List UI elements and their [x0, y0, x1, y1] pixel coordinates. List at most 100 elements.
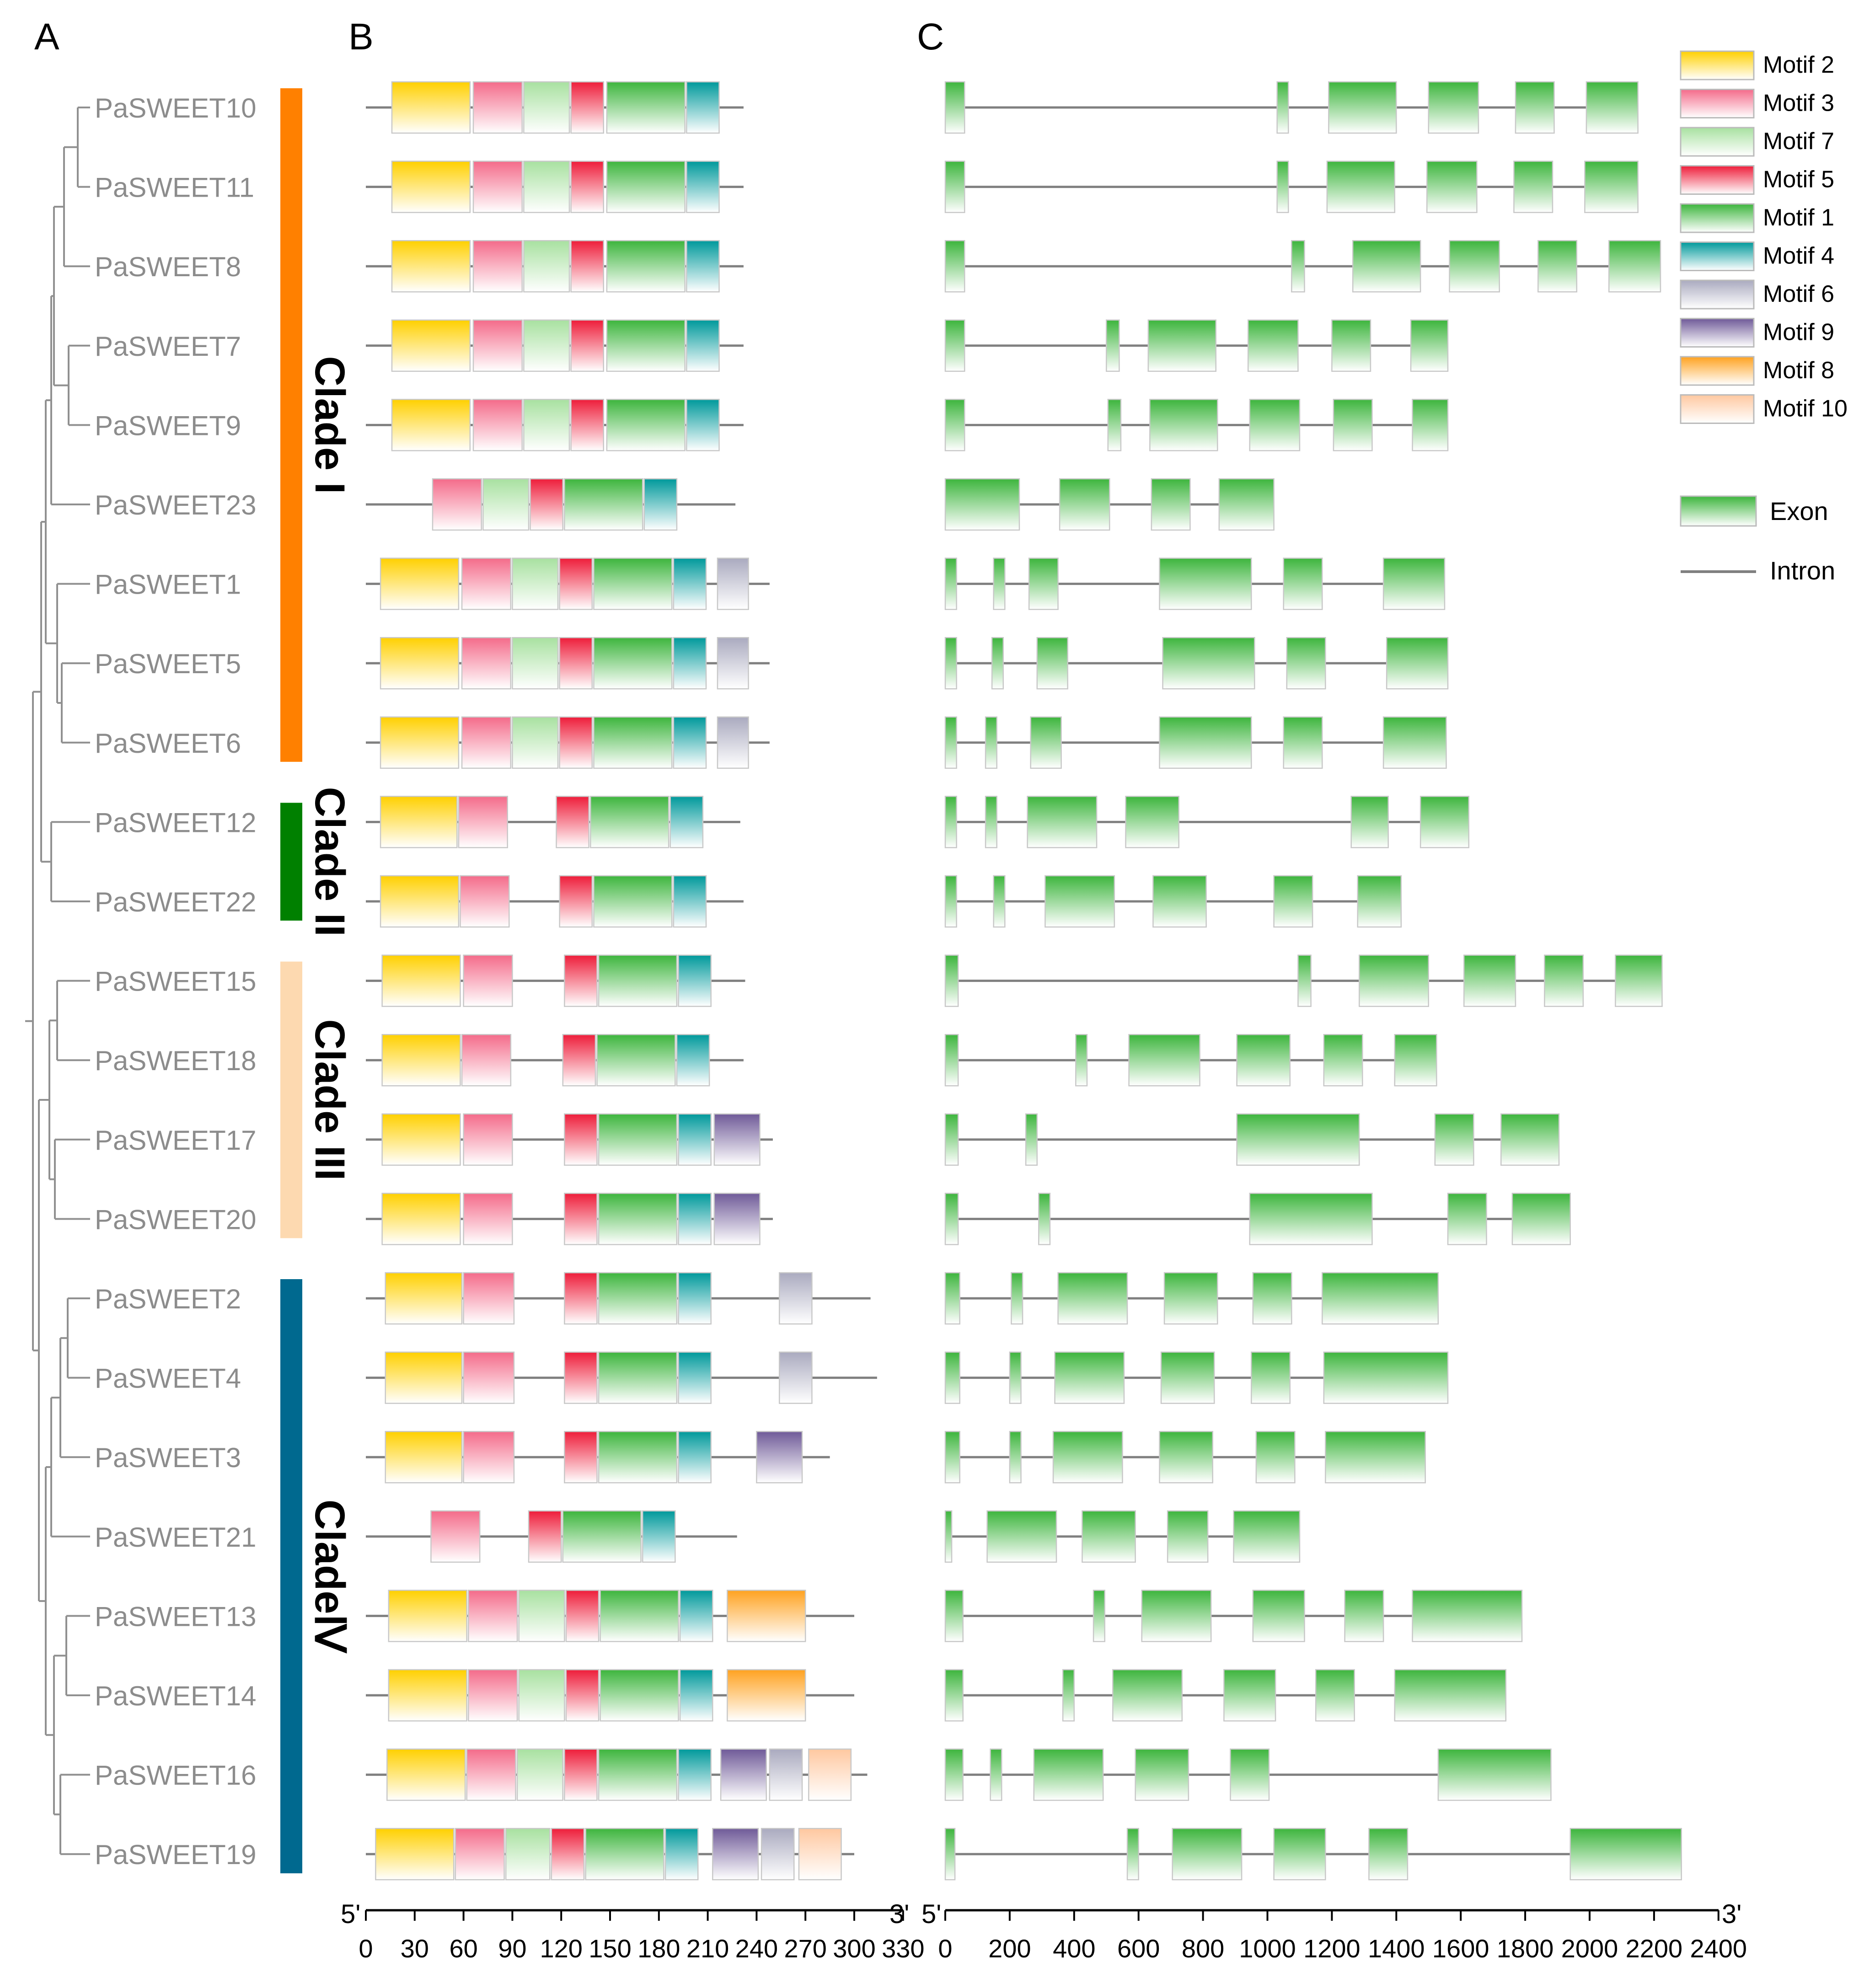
motif-3-box: [472, 240, 523, 293]
motif-3-box: [458, 796, 508, 848]
motif-row-pasweet4: [366, 1351, 877, 1404]
motif-row-pasweet3: [366, 1431, 830, 1484]
exon-box: [1328, 81, 1397, 134]
exon-box: [1028, 557, 1059, 610]
exon-box: [985, 716, 997, 769]
motif-1-box: [596, 1034, 676, 1087]
exon-box: [985, 796, 997, 848]
exon-box: [1323, 1351, 1449, 1404]
motif-row-pasweet18: [366, 1034, 744, 1087]
motif-5-box: [570, 161, 605, 213]
motif-1-box: [606, 240, 686, 293]
motif-5-box: [556, 796, 589, 848]
exon-box: [1230, 1748, 1270, 1801]
exon-box: [1537, 240, 1578, 293]
motif-axis-tick-label: 150: [589, 1934, 631, 1963]
gene-axis-tick-label: 200: [988, 1934, 1031, 1963]
motif-5-box: [559, 637, 593, 690]
exon-legend-swatch: [1680, 495, 1757, 527]
motif-3-box: [463, 1431, 515, 1484]
motif-4-box: [673, 875, 707, 928]
gene-axis-tick-label: 400: [1053, 1934, 1095, 1963]
motif-5-box: [564, 1272, 598, 1325]
motif-4-box: [678, 1748, 712, 1801]
motif-3-box: [472, 319, 523, 372]
motif-4-box: [676, 1034, 710, 1087]
exon-box: [944, 557, 957, 610]
clade-label-clade-iii: Clade III: [306, 1019, 353, 1181]
motif-4-box: [686, 319, 720, 372]
motif-1-box: [590, 796, 670, 848]
motif-5-box: [564, 1113, 598, 1166]
motif-3-box: [468, 1590, 518, 1642]
exon-box: [1410, 319, 1449, 372]
motif-5-box: [570, 399, 605, 451]
exon-box: [1025, 1113, 1038, 1166]
structure-row-pasweet4: [944, 1351, 1449, 1404]
motif-2-box: [388, 1669, 467, 1722]
exon-box: [1149, 399, 1218, 451]
exon-box: [944, 716, 957, 769]
exon-box: [1350, 796, 1389, 848]
legend-swatch-motif-3: [1680, 89, 1755, 118]
gene-axis-tick-label: 800: [1182, 1934, 1224, 1963]
motif-axis-tick-label: 210: [686, 1934, 729, 1963]
motif-3-box: [461, 716, 512, 769]
exon-box: [1125, 796, 1180, 848]
motif-2-box: [391, 81, 471, 134]
exon-box: [993, 557, 1006, 610]
motif-7-box: [518, 1590, 565, 1642]
motif-3-box: [463, 1272, 515, 1325]
gene-axis-tick-label: 2200: [1626, 1934, 1683, 1963]
exon-box: [1331, 319, 1371, 372]
legend-swatch-motif-8: [1680, 356, 1755, 386]
exon-box: [1286, 637, 1326, 690]
exon-box: [944, 1431, 960, 1484]
motif-9-box: [712, 1827, 759, 1881]
legend-swatch-motif-5: [1680, 165, 1755, 195]
motif-6-box: [717, 637, 749, 690]
motif-9-box: [756, 1431, 803, 1484]
gene-axis-tick-label: 1000: [1239, 1934, 1296, 1963]
motif-5-box: [564, 1193, 598, 1245]
gene-label-pasweet12: PaSWEET12: [95, 807, 256, 838]
gene-label-pasweet18: PaSWEET18: [95, 1045, 256, 1076]
exon-box: [1141, 1590, 1212, 1642]
motif-1-box: [564, 478, 643, 531]
exon-box: [993, 875, 1006, 928]
exon-box: [1151, 478, 1191, 531]
structure-legend: Exon Intron: [1680, 495, 1835, 585]
motif-6-box: [769, 1748, 803, 1801]
motif-row-pasweet10: [366, 81, 744, 134]
exon-box: [1434, 1113, 1474, 1166]
motif-4-box: [678, 1272, 712, 1325]
exon-box: [1075, 1034, 1088, 1087]
motif-1-box: [600, 1590, 679, 1642]
exon-box: [1044, 875, 1115, 928]
axes: 5' 3' 5' 3' 0 30 60 90 120 150 180 210 240 270 300…: [341, 1899, 1747, 1963]
phylogenetic-tree: [25, 107, 90, 1855]
exon-box: [1172, 1827, 1243, 1881]
exon-box: [1297, 954, 1312, 1007]
motif-1-box: [598, 1113, 678, 1166]
exon-box: [1030, 716, 1062, 769]
exon-box: [1106, 319, 1120, 372]
exon-box: [1011, 1272, 1023, 1325]
motif-row-pasweet8: [366, 240, 744, 293]
gene-label-pasweet1: PaSWEET1: [95, 569, 241, 600]
motif-2-box: [375, 1827, 455, 1881]
gene-label-pasweet10: PaSWEET10: [95, 93, 256, 123]
exon-box: [1027, 796, 1098, 848]
motif-3-box: [463, 1193, 513, 1245]
motif-4-box: [673, 637, 707, 690]
exon-box: [944, 240, 965, 293]
gene-label-pasweet4: PaSWEET4: [95, 1363, 241, 1394]
motif-6-box: [761, 1827, 795, 1881]
legend-label-motif-5: Motif 5: [1763, 166, 1834, 193]
motif-5-box: [559, 716, 593, 769]
exon-box: [1036, 637, 1068, 690]
motif-1-box: [593, 716, 673, 769]
exon-box: [1437, 1748, 1552, 1801]
motif-3-box: [461, 557, 512, 610]
gene-axis-tick-label: 0: [938, 1934, 952, 1963]
